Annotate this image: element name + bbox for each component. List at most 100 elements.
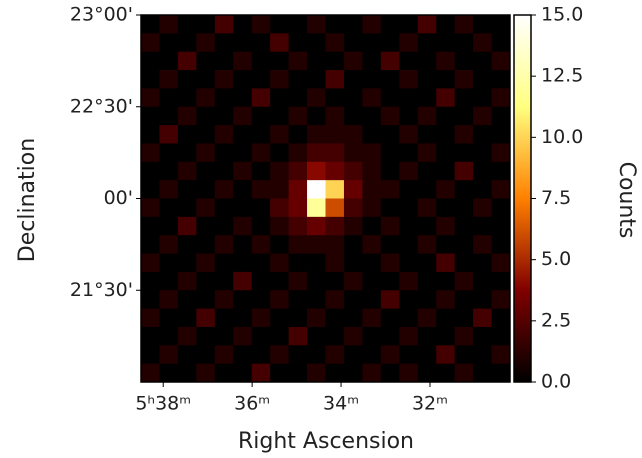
pixel: [325, 106, 345, 126]
pixel: [141, 15, 160, 34]
pixel: [307, 326, 326, 346]
pixel: [159, 180, 179, 199]
pixel: [436, 326, 456, 346]
pixel: [417, 345, 437, 365]
pixel: [214, 70, 234, 89]
pixel: [307, 198, 326, 218]
colorbar-tick-label: 2.5: [541, 309, 571, 331]
pixel: [399, 253, 419, 273]
pixel: [251, 143, 271, 163]
pixel: [270, 235, 289, 254]
pixel: [362, 345, 382, 365]
pixel: [159, 216, 179, 236]
pixel: [473, 51, 492, 71]
pixel: [380, 290, 400, 309]
pixel: [251, 88, 271, 108]
pixel: [141, 363, 160, 383]
pixel: [307, 290, 326, 309]
pixel: [270, 363, 289, 383]
pixel: [214, 253, 234, 273]
pixel: [380, 51, 400, 71]
pixel: [233, 161, 253, 181]
pixel: [251, 308, 271, 328]
pixel: [417, 33, 437, 53]
pixel: [473, 290, 492, 309]
pixel: [325, 308, 345, 328]
pixel: [233, 216, 253, 236]
pixel: [380, 15, 400, 34]
pixel: [177, 290, 197, 309]
pixel: [177, 33, 197, 53]
pixel: [307, 70, 326, 89]
pixel: [362, 143, 382, 163]
pixel: [380, 125, 400, 144]
pixel: [141, 88, 160, 108]
pixel: [417, 88, 437, 108]
pixel: [343, 15, 363, 34]
pixel: [343, 345, 363, 365]
pixel: [343, 125, 363, 144]
pixel: [417, 363, 437, 383]
pixel: [362, 180, 382, 199]
pixel: [196, 70, 216, 89]
pixel: [141, 125, 160, 144]
y-tick-label: 23°00': [70, 4, 133, 26]
pixel: [491, 326, 511, 346]
pixel: [380, 216, 400, 236]
pixel: [233, 326, 253, 346]
pixel: [288, 180, 308, 199]
pixel: [491, 15, 511, 34]
pixel: [325, 198, 345, 218]
x-tick-label: 32ᵐ: [412, 393, 448, 415]
pixel: [343, 88, 363, 108]
colorbar-tick-label: 0.0: [541, 371, 571, 393]
pixel: [177, 51, 197, 71]
pixel: [159, 253, 179, 273]
pixel: [325, 326, 345, 346]
pixel: [343, 33, 363, 53]
pixel: [233, 345, 253, 365]
pixel: [251, 125, 271, 144]
pixel: [325, 235, 345, 254]
pixel: [270, 70, 289, 89]
pixel: [270, 15, 289, 34]
pixel: [288, 308, 308, 328]
pixel: [399, 125, 419, 144]
pixel: [362, 15, 382, 34]
pixel: [233, 143, 253, 163]
pixel: [214, 216, 234, 236]
pixel: [288, 271, 308, 291]
pixel: [380, 345, 400, 365]
pixel: [343, 143, 363, 163]
pixel: [141, 345, 160, 365]
pixel: [473, 15, 492, 34]
pixel: [288, 290, 308, 309]
pixel: [196, 125, 216, 144]
pixel: [196, 216, 216, 236]
pixel: [454, 180, 474, 199]
pixel: [307, 271, 326, 291]
pixel: [177, 70, 197, 89]
pixel: [362, 326, 382, 346]
pixel: [473, 161, 492, 181]
pixel: [454, 326, 474, 346]
pixel: [288, 125, 308, 144]
pixel: [325, 70, 345, 89]
pixel: [233, 70, 253, 89]
pixel: [307, 51, 326, 71]
y-axis-label: Declination: [15, 138, 40, 262]
pixel: [307, 308, 326, 328]
colorbar-tick-label: 10.0: [541, 126, 583, 148]
pixel: [417, 125, 437, 144]
pixel: [214, 161, 234, 181]
y-tick-label: 21°30': [70, 279, 133, 301]
pixel: [270, 326, 289, 346]
pixel: [436, 363, 456, 383]
pixel: [251, 363, 271, 383]
pixel: [473, 326, 492, 346]
pixel: [436, 161, 456, 181]
pixel: [214, 271, 234, 291]
pixel: [436, 15, 456, 34]
pixel: [362, 198, 382, 218]
pixel: [362, 216, 382, 236]
